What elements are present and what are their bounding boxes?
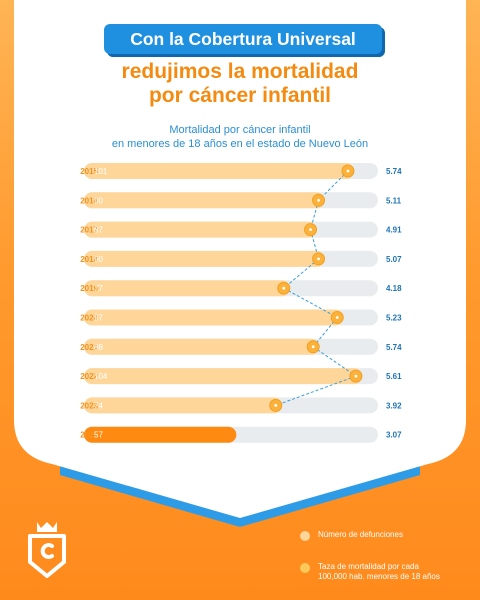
bar [84,221,317,238]
rate-marker-center [311,345,315,349]
rate-label: 4.91 [386,226,402,235]
rate-marker-center [282,286,286,290]
legend-dot-rate [300,563,310,573]
year-label: 2015 [80,167,98,176]
bar-value-label: 88 [94,343,103,352]
rate-connector-line [283,287,338,318]
legend-text-rate-line-2: 100,000 hab. menores de 18 años [318,572,440,581]
legend-item-deaths: Número de defunciones [300,530,403,541]
year-label: 2018 [80,255,98,264]
bar-value-label: 77 [94,284,103,293]
bar-value-label: 87 [94,226,103,235]
rate-label: 5.74 [386,167,402,176]
legend-text-deaths: Número de defunciones [318,530,403,539]
headline-box: Con la Cobertura Universal [104,24,382,54]
rate-marker-center [317,257,320,261]
rate-label: 5.11 [386,196,402,205]
chart-title-line-1: Mortalidad por cáncer infantil [169,124,311,136]
rate-connector-line [318,170,349,201]
rate-connector-line [275,375,357,406]
year-label: 2016 [80,196,98,205]
rate-label: 4.18 [386,284,402,293]
bar-value-label: 104 [94,372,108,381]
headline: Con la Cobertura Universal [130,28,356,49]
subheadline-line-1: redujimos la mortalidad [121,60,359,83]
bar [84,368,362,385]
bar-value-label: 90 [94,255,103,264]
bar [84,163,354,179]
year-label: 2021 [80,343,98,352]
year-label: 2024 [80,431,98,440]
bar-value-label: 97 [94,314,103,323]
legend-text-rate-line-1: Taza de mortalidad por cada [318,562,419,571]
legend-item-rate: Taza de mortalidad por cada 100,000 hab.… [300,562,440,582]
bar-value-label: 90 [94,196,103,205]
rate-label: 5.23 [386,314,402,323]
rate-marker-center [274,404,278,407]
rate-connector-line [312,346,357,377]
rate-connector-line [283,258,319,289]
rate-label: 5.07 [386,255,402,264]
year-label: 2017 [80,226,98,235]
bar [84,309,344,326]
rate-label: 3.07 [386,431,402,440]
year-label: 2023 [80,401,98,410]
rate-marker-center [346,169,350,173]
shield-crown-logo-icon [28,522,66,578]
bar [84,426,237,443]
bar [84,280,290,297]
bar-value-label: 57 [94,431,103,440]
bar-value-label: 74 [94,401,103,410]
bar [84,397,282,414]
rate-label: 5.61 [386,372,402,381]
rate-label: 3.92 [386,401,402,410]
rate-marker-center [309,228,312,232]
legend-dot-deaths [300,531,310,541]
rate-label: 5.74 [386,343,402,352]
bar [84,250,325,267]
rate-marker-center [335,316,339,319]
bar [84,338,320,355]
bar [84,192,325,209]
subheadline-line-2: por cáncer infantil [148,84,332,107]
year-label: 2020 [80,314,98,323]
legend-text-rate: Taza de mortalidad por cada 100,000 hab.… [318,562,440,582]
year-label: 2022 [80,372,98,381]
rate-marker-center [317,198,320,202]
year-label: 2019 [80,284,98,293]
rate-marker-center [354,374,358,378]
bar-value-label: 101 [94,167,108,176]
chart-title-line-2: en menores de 18 años en el estado de Nu… [111,138,369,150]
